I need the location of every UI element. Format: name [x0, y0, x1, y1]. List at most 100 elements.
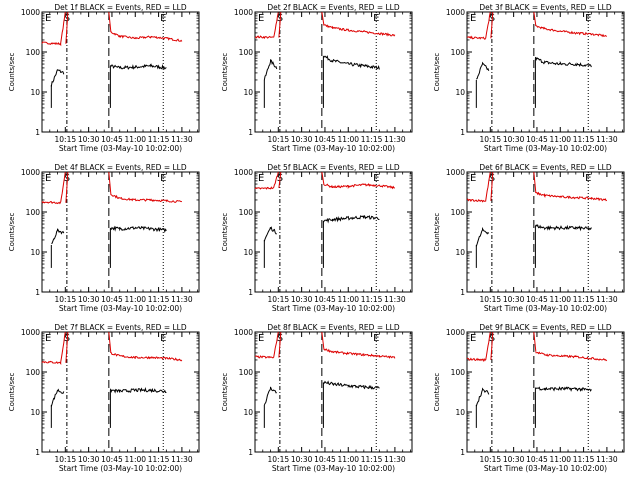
- y-tick-label: 1000: [21, 8, 40, 17]
- x-tick-label: 11:00: [337, 295, 359, 304]
- series-lld-line: [466, 171, 491, 203]
- x-tick-label: 10:30: [78, 135, 100, 144]
- x-tick-label: 11:30: [596, 135, 618, 144]
- chart-panel-9: Det 9f BLACK = Events, RED = LLD 1 10 100 10…: [433, 323, 625, 473]
- marker-label: E: [45, 13, 51, 24]
- x-axis-label: Start Time (03-May-10 10:02:00): [484, 464, 607, 473]
- y-tick-label: 1: [35, 128, 40, 137]
- x-tick-label: 10:15: [480, 135, 502, 144]
- x-axis-label: Start Time (03-May-10 10:02:00): [272, 144, 395, 153]
- marker-label: E: [373, 13, 379, 24]
- plot-frame: [41, 11, 200, 133]
- x-tick-label: 11:00: [549, 295, 571, 304]
- x-tick-label: 10:30: [503, 135, 525, 144]
- series-lld-spike: [108, 331, 112, 353]
- y-axis-label: Counts/sec: [221, 53, 229, 92]
- series-events-line: [322, 215, 380, 224]
- x-tick-label: 10:45: [314, 455, 336, 464]
- y-tick-label: 1: [460, 448, 465, 457]
- series-events-line: [110, 225, 167, 234]
- series-events-line: [476, 61, 490, 80]
- x-tick-label: 11:00: [124, 135, 146, 144]
- series-lld-spike: [321, 171, 325, 185]
- y-tick-label: 100: [26, 208, 41, 217]
- y-tick-label: 1: [35, 288, 40, 297]
- series-events-line: [534, 56, 592, 68]
- marker-label: E: [373, 173, 379, 184]
- series-events-line: [323, 55, 380, 70]
- y-tick-label: 1000: [446, 168, 465, 177]
- chart-panel-6: Det 6f BLACK = Events, RED = LLD 1 10 100 10…: [433, 163, 625, 313]
- chart-panel-7: Det 7f BLACK = Events, RED = LLD 1 10 100 10…: [8, 323, 200, 473]
- x-tick-label: 10:30: [503, 295, 525, 304]
- series-lld-line: [254, 331, 279, 359]
- x-tick-label: 11:00: [337, 135, 359, 144]
- series-lld-spike: [533, 11, 537, 26]
- series-events-line: [263, 59, 278, 81]
- x-tick-label: 10:15: [268, 455, 290, 464]
- series-lld-spike: [533, 171, 537, 193]
- y-tick-label: 100: [239, 208, 254, 217]
- series-lld-spike: [278, 11, 282, 38]
- series-events-line: [475, 387, 490, 407]
- x-tick-label: 11:00: [549, 455, 571, 464]
- marker-label: S: [64, 333, 70, 344]
- x-axis-label: Start Time (03-May-10 10:02:00): [272, 304, 395, 313]
- x-tick-label: 11:15: [148, 455, 170, 464]
- y-tick-label: 1: [248, 288, 253, 297]
- y-tick-label: 1000: [446, 8, 465, 17]
- y-axis-label: Counts/sec: [221, 373, 229, 412]
- x-tick-label: 10:15: [268, 135, 290, 144]
- series-lld-line: [323, 183, 395, 190]
- x-tick-label: 11:15: [361, 455, 383, 464]
- series-lld-spike: [108, 11, 112, 32]
- y-tick-label: 10: [243, 248, 253, 257]
- y-axis-label: Counts/sec: [221, 213, 229, 252]
- series-lld-spike: [108, 171, 112, 195]
- series-lld-spike: [65, 11, 69, 44]
- series-lld-line: [466, 11, 491, 40]
- x-tick-label: 10:45: [101, 455, 123, 464]
- series-lld-line: [41, 172, 66, 205]
- marker-label: E: [470, 333, 476, 344]
- x-axis-label: Start Time (03-May-10 10:02:00): [272, 464, 395, 473]
- y-tick-label: 100: [239, 368, 254, 377]
- x-tick-label: 10:15: [55, 135, 77, 144]
- marker-label: E: [585, 173, 591, 184]
- x-tick-label: 11:15: [573, 295, 595, 304]
- x-tick-label: 11:30: [384, 135, 406, 144]
- y-tick-label: 100: [26, 48, 41, 57]
- series-lld-line: [466, 331, 491, 362]
- x-tick-label: 10:45: [526, 455, 548, 464]
- chart-title: Det 5f BLACK = Events, RED = LLD: [267, 163, 400, 172]
- y-tick-label: 1000: [21, 168, 40, 177]
- chart-title: Det 7f BLACK = Events, RED = LLD: [54, 323, 187, 332]
- chart-title: Det 9f BLACK = Events, RED = LLD: [479, 323, 612, 332]
- series-lld-spike: [490, 171, 494, 201]
- series-lld-line: [323, 24, 396, 37]
- series-events-line: [323, 380, 380, 390]
- y-axis-label: Counts/sec: [433, 213, 441, 252]
- series-lld-spike: [490, 11, 494, 39]
- x-tick-label: 10:30: [78, 295, 100, 304]
- series-lld-line: [323, 348, 396, 359]
- series-lld-line: [110, 194, 182, 203]
- marker-label: E: [373, 333, 379, 344]
- y-tick-label: 10: [455, 408, 465, 417]
- series-lld-spike: [533, 331, 537, 352]
- series-lld-line: [110, 351, 183, 362]
- y-axis-label: Counts/sec: [8, 213, 16, 252]
- plot-frame: [254, 331, 413, 453]
- y-tick-label: 10: [30, 248, 40, 257]
- y-tick-label: 10: [243, 88, 253, 97]
- plot-frame: [466, 331, 625, 453]
- x-axis-label: Start Time (03-May-10 10:02:00): [484, 304, 607, 313]
- y-tick-label: 10: [30, 88, 40, 97]
- x-tick-label: 10:15: [55, 455, 77, 464]
- chart-title: Det 1f BLACK = Events, RED = LLD: [54, 3, 187, 12]
- x-tick-label: 11:30: [171, 295, 193, 304]
- series-events-line: [263, 386, 277, 406]
- x-tick-label: 10:45: [101, 295, 123, 304]
- series-lld-line: [254, 12, 279, 40]
